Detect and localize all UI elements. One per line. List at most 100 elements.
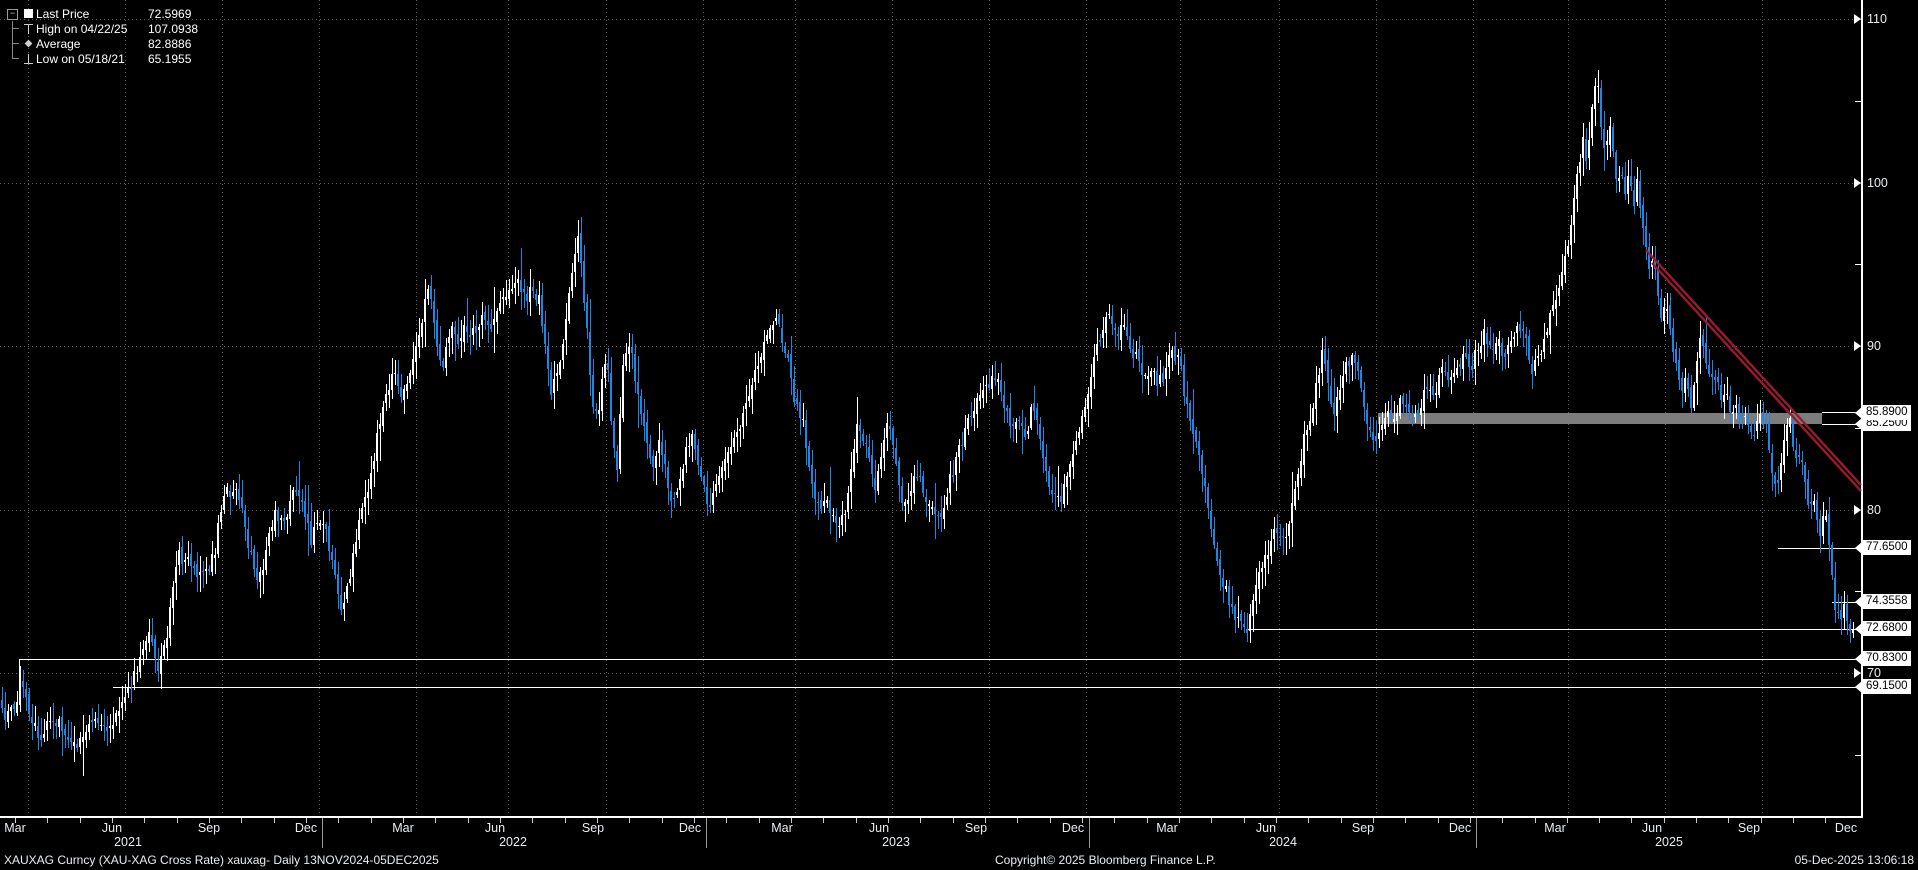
x-axis-month-tick [500,818,501,823]
candle-body [253,548,255,570]
x-axis-month-tick [1567,818,1568,823]
candle-body [490,324,492,329]
candle-wick [278,506,279,538]
candle-body [841,514,843,525]
candle-body [970,415,972,417]
candle-wick [242,479,243,513]
candle-body [1054,492,1056,494]
candle-body [751,385,753,399]
candle-wick [1355,351,1356,379]
x-axis-month-tick [1244,818,1245,823]
candle-body [595,408,597,412]
candle-body [1162,373,1164,382]
candle-wick [1052,473,1053,503]
candle-wick [71,721,72,750]
price-callout[interactable]: 69.1500 [1863,678,1911,694]
high-marker-icon [23,23,33,34]
candle-body [154,639,156,659]
candle-body [1213,529,1215,546]
support-line[interactable] [1248,629,1861,630]
candle-body [466,325,468,332]
candle-body [1678,360,1680,380]
candle-body [388,390,390,395]
candle-wick [263,558,264,595]
candle-wick [986,374,987,403]
year-separator [1476,818,1477,848]
candle-body [58,719,60,728]
candle-body [340,594,342,611]
candle-body [775,317,777,322]
x-axis-month-tick [629,818,630,823]
price-callout[interactable]: 70.8300 [1863,651,1911,667]
resistance-band[interactable] [1378,413,1822,424]
legend-row[interactable]: − Last Price 72.5969 [6,6,198,21]
x-axis-month-tick [565,818,566,823]
candle-body [1738,404,1740,415]
price-callout[interactable]: 85.8900 [1863,405,1911,421]
candle-wick [1232,586,1233,614]
price-callout[interactable]: 77.6500 [1863,539,1911,555]
candle-body [1030,407,1032,428]
candle-body [553,379,555,394]
candle-body [46,720,48,730]
support-line[interactable] [19,659,1861,660]
candle-body [1612,127,1614,152]
candle-body [1699,337,1701,358]
candle-wick [1553,290,1554,317]
support-line[interactable] [1832,602,1861,603]
candle-body [4,707,6,721]
price-candles[interactable] [0,0,1861,816]
candle-body [1453,372,1455,377]
horizontal-gridline [0,182,1861,184]
candle-body [571,273,573,292]
legend-row[interactable]: Low on 05/18/21 65.1955 [6,51,198,66]
x-axis-month-tick [209,818,210,823]
candle-body [172,586,174,609]
candle-body [169,606,171,638]
candle-body [676,491,678,495]
candle-body [1483,329,1485,345]
support-line[interactable] [1778,548,1861,549]
candle-body [964,427,966,447]
candle-body [343,602,345,609]
price-callout[interactable]: 72.6800 [1863,621,1911,637]
candle-body [298,490,300,496]
candle-wick [206,557,207,585]
candle-body [370,472,372,489]
candle-wick [98,704,99,730]
candle-wick [1799,444,1800,464]
candle-body [1189,403,1191,421]
candle-body [250,550,252,553]
legend-row[interactable]: High on 04/22/25 107.0938 [6,21,198,36]
vertical-gridline [416,0,417,816]
candle-wick [1310,404,1311,436]
candle-body [214,555,216,559]
candle-wick [971,401,972,426]
candle-wick [1244,611,1245,633]
candle-wick [890,411,891,441]
candle-body [448,336,450,344]
x-axis-month-tick [823,818,824,823]
x-axis-quarter-label: Mar [771,821,793,835]
candle-body [1318,375,1320,383]
x-axis-year-label: 2024 [1269,835,1297,849]
x-axis-month-tick [1696,818,1697,823]
candle-body [1540,353,1542,356]
legend-row[interactable]: Average 82.8886 [6,36,198,51]
candle-body [1216,548,1218,561]
legend-label: Last Price [36,6,90,21]
candle-body [1726,393,1728,396]
candle-body [1033,403,1035,412]
candle-body [1156,371,1158,386]
candle-wick [1226,579,1227,592]
candle-body [607,363,609,371]
candle-body [1348,361,1350,366]
candle-wick [1172,346,1173,372]
support-line[interactable] [113,687,1861,688]
price-callout[interactable]: 74.3558 [1863,593,1911,609]
candle-body [1786,424,1788,442]
candle-wick [773,320,774,344]
x-axis-quarter-label: Jun [101,821,123,835]
x-axis-quarter-label: Dec [294,821,318,835]
collapse-toggle-icon[interactable]: − [7,9,18,20]
